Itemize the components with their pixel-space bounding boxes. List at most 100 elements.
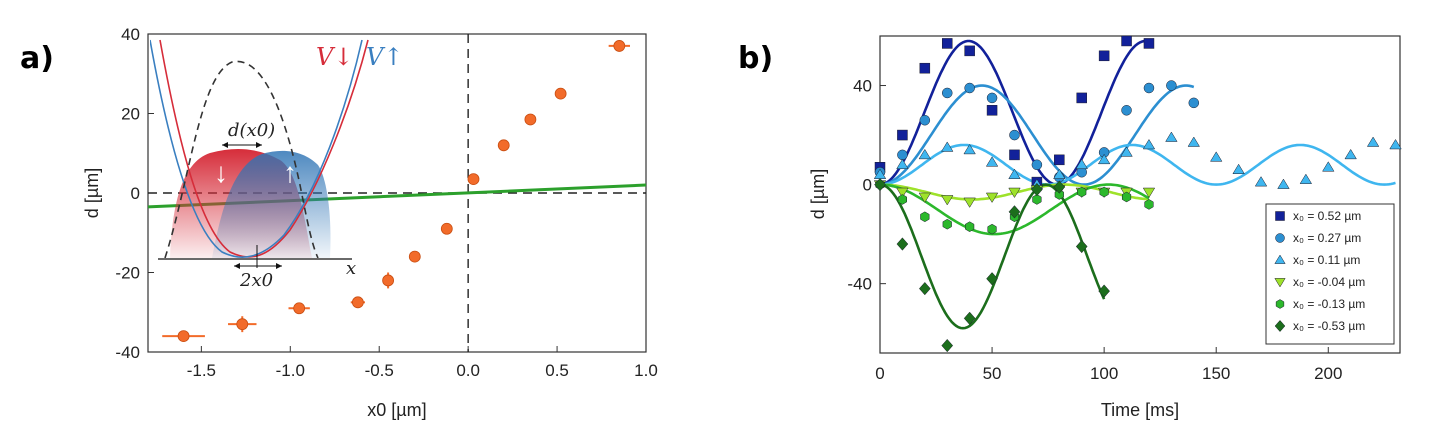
inset-arrow-down-glyph: ↓ [214, 157, 228, 188]
chart-b-point [918, 192, 932, 203]
legend-label: x₀ = -0.13 µm [1293, 297, 1365, 311]
chart-b-point [1165, 131, 1178, 142]
chart-a-point [467, 173, 480, 185]
legend-marker [1274, 278, 1286, 288]
chart-a-point-marker [408, 250, 421, 263]
chart-b-point [1076, 92, 1087, 104]
chart-b-point [897, 129, 908, 141]
chart-b-point [964, 82, 975, 94]
chart-b-point [1277, 178, 1290, 189]
chart-b-point [1075, 239, 1088, 254]
chart-b-point [896, 158, 909, 170]
chart-b-point [941, 38, 953, 49]
chart-a-point [554, 87, 567, 100]
chart-a-point [350, 296, 365, 309]
chart-b-xlabel: Time [ms] [1101, 400, 1179, 420]
chart-b-xtick-label: 100 [1090, 364, 1118, 383]
chart-b-point [985, 156, 999, 167]
inset-label-x: x [346, 258, 356, 279]
inset-label-2x0: 2x0 [239, 270, 273, 291]
chart-a-xlabel: x0 [µm] [367, 400, 426, 420]
chart-b-series [874, 35, 1155, 188]
chart-b-point [1232, 163, 1245, 174]
legend-marker [1275, 233, 1285, 243]
legend-box [1265, 203, 1395, 345]
chart-a-xtick-label: -1.0 [276, 361, 305, 380]
chart-b-point [1098, 284, 1110, 298]
inset-d-arrowhead-right [256, 142, 262, 148]
chart-b-point [1097, 153, 1111, 165]
chart-b-point [941, 87, 953, 99]
chart-b-point [964, 45, 975, 57]
chart-b-point [897, 194, 907, 205]
panel-label-a: a) [20, 41, 54, 76]
chart-a-point [524, 113, 537, 126]
inset-blue-potential [150, 39, 363, 258]
inset-2x0-arrowhead-right [276, 263, 282, 269]
chart-b-point [1389, 138, 1402, 150]
chart-b-point [1032, 194, 1042, 205]
legend-marker [1274, 254, 1286, 264]
chart-b-ticks: 0 50 100 150 200 -40 0 40 [847, 77, 1342, 383]
chart-b-point [986, 272, 998, 286]
chart-b-point [1254, 176, 1268, 187]
chart-a-point-marker [554, 87, 567, 100]
chart-b-point [1210, 151, 1223, 162]
chart-a-point [382, 272, 395, 289]
chart-b-frame [879, 35, 1401, 354]
chart-b-point [963, 311, 976, 325]
chart-b-ylabel: d [µm] [808, 169, 828, 219]
chart-b-point [963, 143, 976, 155]
chart-b-point [1031, 182, 1043, 197]
legend-marker [1275, 211, 1285, 221]
chart-a-ytick-label: -20 [115, 264, 140, 283]
chart-b-point [1322, 161, 1335, 172]
chart-b-ytick-label: -40 [847, 275, 872, 294]
chart-b-point [1053, 168, 1066, 179]
chart-b-fit-curve [880, 183, 1106, 330]
chart-a-ytick-label: 0 [131, 184, 140, 203]
chart-b-point [918, 148, 932, 160]
chart-b-point [1144, 199, 1154, 210]
chart-a-xtick-label: -0.5 [365, 361, 394, 380]
chart-b-point [1142, 138, 1156, 150]
chart-a: -1.5 -1.0 -0.5 0.0 0.5 1.0 -40 -20 0 20 40 V↓ V↑ d… [82, 25, 658, 420]
chart-b-point [1121, 191, 1132, 203]
inset-blue-wavepacket [212, 150, 331, 258]
chart-b-point [942, 218, 952, 230]
chart-b-point [965, 221, 975, 232]
chart-b-point [1075, 158, 1088, 170]
chart-b: 0 50 100 150 200 -40 0 40 x₀ = 0.52 µm x₀ = 0.27… [808, 35, 1402, 420]
chart-b-legend: x₀ = 0.52 µm x₀ = 0.27 µm x₀ = 0.11 µm x₀ =… [1265, 203, 1395, 345]
chart-a-point [162, 330, 205, 343]
chart-b-point [896, 237, 909, 251]
chart-b-point [1054, 154, 1065, 166]
chart-b-point [986, 92, 998, 104]
inset-2x0-arrowhead-left [234, 263, 240, 269]
inset-label-d: d(x0) [228, 120, 275, 141]
chart-b-point [1143, 38, 1155, 49]
chart-b-point [941, 338, 954, 353]
inset-arrow-up-glyph: ↑ [283, 157, 297, 188]
legend-marker [1275, 299, 1285, 309]
chart-a-ytick-label: 40 [121, 25, 140, 44]
chart-b-series [873, 131, 1402, 189]
chart-b-data-points [873, 35, 1402, 353]
chart-a-point [440, 222, 453, 235]
chart-b-point [985, 192, 999, 203]
chart-b-point [919, 62, 931, 74]
chart-b-point [1009, 129, 1020, 141]
legend-label: x₀ = -0.04 µm [1293, 275, 1365, 289]
chart-b-point [1098, 50, 1110, 62]
chart-a-ylabel: d [µm] [82, 168, 102, 218]
chart-b-point [1008, 187, 1021, 199]
chart-a-point [288, 302, 310, 315]
chart-b-point [874, 177, 886, 192]
chart-b-point [1166, 80, 1177, 91]
chart-a-ytick-label: -40 [115, 343, 140, 362]
chart-b-xtick-label: 200 [1314, 364, 1342, 383]
chart-a-point-marker [524, 113, 537, 126]
chart-b-xtick-label: 150 [1202, 364, 1230, 383]
inset-potential-diagram: V↓ V↑ d(x0) 2x0 x ↓ ↑ [150, 39, 403, 291]
